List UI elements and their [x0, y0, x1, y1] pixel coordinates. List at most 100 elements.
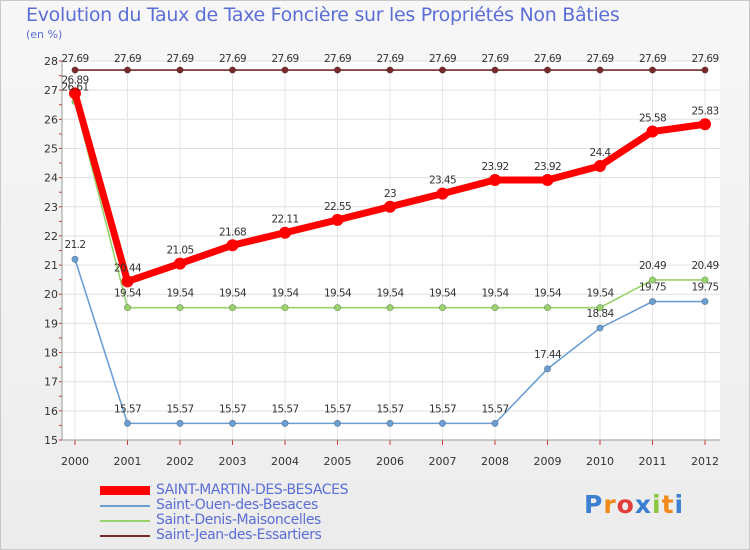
data-point	[386, 66, 394, 74]
x-tick-label: 2009	[534, 455, 562, 468]
data-point	[69, 87, 81, 100]
chart-title: Evolution du Taux de Taxe Foncière sur l…	[26, 4, 620, 26]
y-tick-label: 23	[44, 201, 58, 214]
y-tick-label: 20	[44, 288, 58, 301]
data-point	[229, 66, 237, 74]
logo-letter: o	[616, 490, 635, 519]
data-label: 20.49	[639, 260, 666, 272]
data-label: 19.75	[639, 282, 666, 294]
x-tick-label: 2007	[429, 455, 457, 468]
data-label: 25.58	[639, 113, 666, 125]
y-tick-label: 24	[44, 172, 58, 185]
data-point	[279, 226, 291, 239]
data-point	[281, 419, 289, 427]
data-label: 19.54	[534, 288, 562, 300]
legend-swatch-saint-denis	[100, 520, 150, 522]
legend-swatch-saint-jean	[100, 535, 150, 537]
data-label: 23	[384, 188, 396, 200]
data-point	[648, 66, 656, 74]
legend-swatch-saint-martin	[100, 486, 150, 495]
y-tick-label: 17	[44, 376, 58, 389]
data-label: 19.54	[376, 288, 404, 300]
data-label: 27.69	[219, 53, 246, 65]
data-point	[543, 365, 551, 373]
logo-letter: i	[674, 490, 685, 519]
x-tick-label: 2004	[271, 455, 299, 468]
data-label: 15.57	[481, 403, 508, 415]
x-tick-label: 2005	[324, 455, 352, 468]
data-label: 26.89	[61, 74, 88, 86]
legend-label: SAINT-MARTIN-DES-BESACES	[156, 482, 349, 498]
proxiti-logo: Proxiti	[584, 490, 684, 519]
data-point	[648, 298, 656, 306]
data-point	[174, 257, 186, 270]
data-label: 22.55	[324, 201, 351, 213]
data-label: 15.57	[324, 403, 351, 415]
logo-letter: r	[603, 490, 617, 519]
data-point	[333, 419, 341, 427]
y-tick-label: 22	[44, 230, 58, 243]
y-tick-label: 28	[44, 55, 58, 68]
data-label: 27.69	[166, 53, 193, 65]
y-tick-label: 27	[44, 84, 58, 97]
data-label: 27.69	[271, 53, 298, 65]
data-point	[384, 200, 396, 213]
data-label: 21.68	[219, 226, 246, 238]
data-point	[176, 419, 184, 427]
data-point	[646, 125, 659, 138]
data-label: 27.69	[114, 53, 141, 65]
data-point	[701, 298, 709, 306]
data-label: 23.92	[481, 161, 508, 173]
data-point	[333, 66, 341, 74]
data-point	[438, 66, 446, 74]
data-label: 19.54	[219, 288, 247, 300]
x-tick-label: 2000	[61, 455, 89, 468]
data-label: 27.69	[376, 53, 403, 65]
data-label: 27.69	[586, 53, 613, 65]
data-point	[543, 66, 551, 74]
plot-area	[62, 61, 720, 440]
data-label: 25.83	[691, 105, 718, 117]
data-label: 15.57	[271, 403, 298, 415]
data-label: 19.54	[114, 288, 142, 300]
data-label: 23.92	[534, 161, 561, 173]
data-label: 21.2	[65, 239, 86, 251]
x-tick-label: 2001	[114, 455, 142, 468]
data-point	[71, 255, 79, 263]
data-label: 19.54	[166, 288, 194, 300]
data-point	[541, 173, 554, 186]
data-label: 27.69	[481, 53, 508, 65]
data-label: 20.44	[114, 262, 142, 274]
logo-letter: P	[584, 490, 604, 519]
data-point	[331, 213, 344, 226]
data-label: 22.11	[271, 214, 298, 226]
x-tick-label: 2008	[481, 455, 509, 468]
data-point	[121, 275, 134, 288]
y-tick-label: 18	[44, 347, 58, 360]
data-point	[491, 304, 499, 312]
y-tick-label: 16	[44, 405, 58, 418]
data-point	[648, 276, 656, 284]
data-label: 23.45	[429, 175, 456, 187]
data-label: 19.54	[271, 288, 299, 300]
data-point	[176, 66, 184, 74]
data-point	[438, 419, 446, 427]
data-point	[438, 304, 446, 312]
data-label: 26.61	[61, 82, 88, 94]
data-label: 19.54	[429, 288, 457, 300]
x-tick-label: 2003	[219, 455, 247, 468]
data-point	[229, 304, 237, 312]
data-label: 27.69	[691, 53, 718, 65]
data-point	[701, 66, 709, 74]
data-point	[491, 419, 499, 427]
data-point	[281, 66, 289, 74]
data-point	[176, 304, 184, 312]
data-point	[491, 66, 499, 74]
data-label: 19.75	[691, 282, 718, 294]
data-point	[281, 304, 289, 312]
chart-subtitle: (en %)	[26, 28, 63, 41]
data-label: 15.57	[429, 403, 456, 415]
legend-label: Saint-Ouen-des-Besaces	[156, 497, 318, 513]
legend-swatch-saint-ouen	[100, 505, 150, 507]
